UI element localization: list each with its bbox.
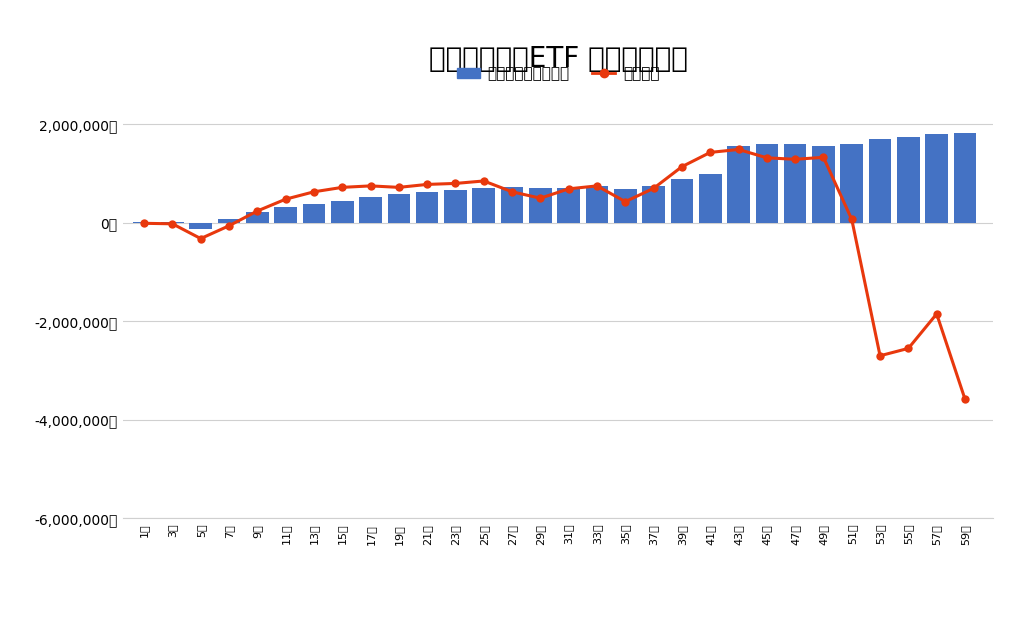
Bar	[699, 174, 722, 223]
Bar	[444, 190, 467, 223]
Bar	[557, 188, 580, 223]
Bar	[841, 143, 863, 223]
Bar	[246, 212, 268, 223]
Bar	[189, 223, 212, 229]
Bar	[868, 138, 891, 223]
Bar	[897, 137, 920, 223]
Bar	[727, 146, 750, 223]
Bar	[218, 219, 241, 223]
Bar	[586, 186, 608, 223]
Bar	[614, 189, 637, 223]
Bar	[416, 191, 438, 223]
Legend: 利益（累積利確額）, 実現損益: 利益（累積利確額）, 実現損益	[451, 60, 666, 87]
Bar	[783, 143, 807, 223]
Bar	[133, 222, 156, 223]
Bar	[274, 207, 297, 223]
Bar	[501, 187, 523, 223]
Bar	[953, 133, 976, 223]
Bar	[642, 186, 665, 223]
Bar	[472, 188, 495, 223]
Title: トライオートETF 週別不労所得: トライオートETF 週別不労所得	[429, 45, 687, 73]
Bar	[359, 197, 382, 223]
Bar	[331, 201, 353, 223]
Bar	[926, 134, 948, 223]
Bar	[756, 143, 778, 223]
Bar	[387, 194, 411, 223]
Bar	[303, 204, 326, 223]
Bar	[812, 145, 835, 223]
Bar	[529, 188, 552, 223]
Bar	[671, 179, 693, 223]
